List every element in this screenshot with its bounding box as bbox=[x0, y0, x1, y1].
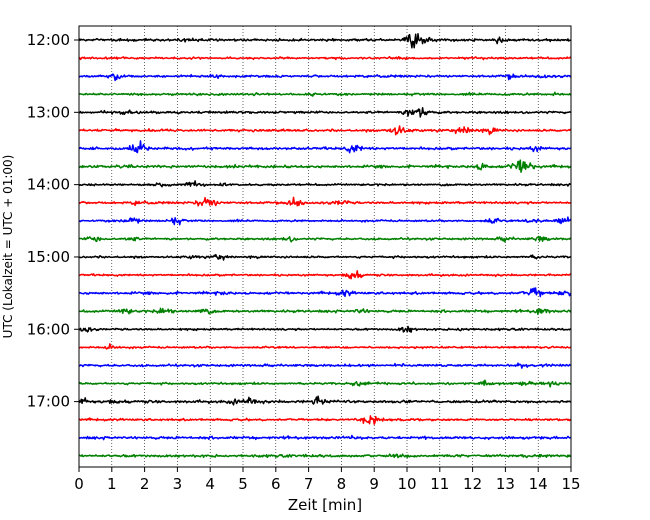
trace-1600 bbox=[78, 325, 572, 333]
trace-1315 bbox=[78, 125, 572, 136]
y-tick-label: 16:00 bbox=[27, 320, 70, 338]
trace-1415 bbox=[78, 196, 572, 207]
trace-1445 bbox=[78, 235, 572, 243]
trace-1700 bbox=[78, 395, 572, 406]
trace-1630 bbox=[78, 362, 571, 369]
trace-1645 bbox=[78, 379, 572, 388]
trace-1300 bbox=[78, 106, 572, 118]
x-tick-label: 15 bbox=[561, 475, 580, 493]
x-tick-label: 12 bbox=[463, 475, 482, 493]
y-tick-label: 13:00 bbox=[27, 103, 70, 121]
trace-1715 bbox=[78, 415, 572, 425]
x-tick-label: 0 bbox=[74, 475, 84, 493]
trace-1215 bbox=[78, 55, 572, 61]
x-tick-label: 10 bbox=[397, 475, 416, 493]
x-axis-label: Zeit [min] bbox=[288, 496, 362, 514]
trace-1515 bbox=[78, 270, 572, 280]
trace-1545 bbox=[78, 307, 572, 316]
trace-1615 bbox=[78, 343, 572, 350]
trace-1530 bbox=[78, 287, 572, 298]
x-tick-label: 9 bbox=[369, 475, 379, 493]
plot-frame bbox=[78, 25, 572, 468]
x-tick-label: 6 bbox=[271, 475, 281, 493]
trace-1400 bbox=[78, 180, 572, 188]
trace-1230 bbox=[78, 73, 572, 82]
x-axis-ticks: 0 1 2 3 4 5 6 7 8 9 10 11 12 13 14 15 bbox=[74, 467, 581, 493]
trace-1730 bbox=[78, 434, 572, 441]
x-tick-label: 5 bbox=[238, 475, 248, 493]
x-tick-label: 3 bbox=[173, 475, 183, 493]
trace-1245 bbox=[78, 91, 572, 97]
trace-1745 bbox=[79, 453, 572, 459]
y-tick-label: 15:00 bbox=[27, 248, 70, 266]
x-tick-label: 11 bbox=[430, 475, 449, 493]
trace-1345 bbox=[78, 159, 572, 173]
trace-1430 bbox=[78, 216, 572, 226]
x-tick-label: 2 bbox=[140, 475, 150, 493]
trace-1330 bbox=[78, 140, 572, 154]
x-tick-label: 1 bbox=[107, 475, 117, 493]
x-tick-label: 8 bbox=[337, 475, 347, 493]
x-tick-label: 4 bbox=[205, 475, 215, 493]
x-tick-label: 7 bbox=[304, 475, 314, 493]
y-axis-label: UTC (Lokalzeit = UTC + 01:00) bbox=[1, 155, 15, 339]
y-tick-label: 12:00 bbox=[27, 31, 70, 49]
x-tick-label: 14 bbox=[529, 475, 548, 493]
traces bbox=[78, 33, 572, 459]
y-tick-label: 14:00 bbox=[27, 176, 70, 194]
y-tick-label: 17:00 bbox=[27, 393, 70, 411]
x-tick-label: 13 bbox=[496, 475, 515, 493]
trace-1200 bbox=[78, 33, 572, 49]
y-axis-ticks: 12:00 13:00 14:00 15:00 16:00 17:00 bbox=[27, 31, 79, 411]
trace-1500 bbox=[78, 253, 572, 261]
